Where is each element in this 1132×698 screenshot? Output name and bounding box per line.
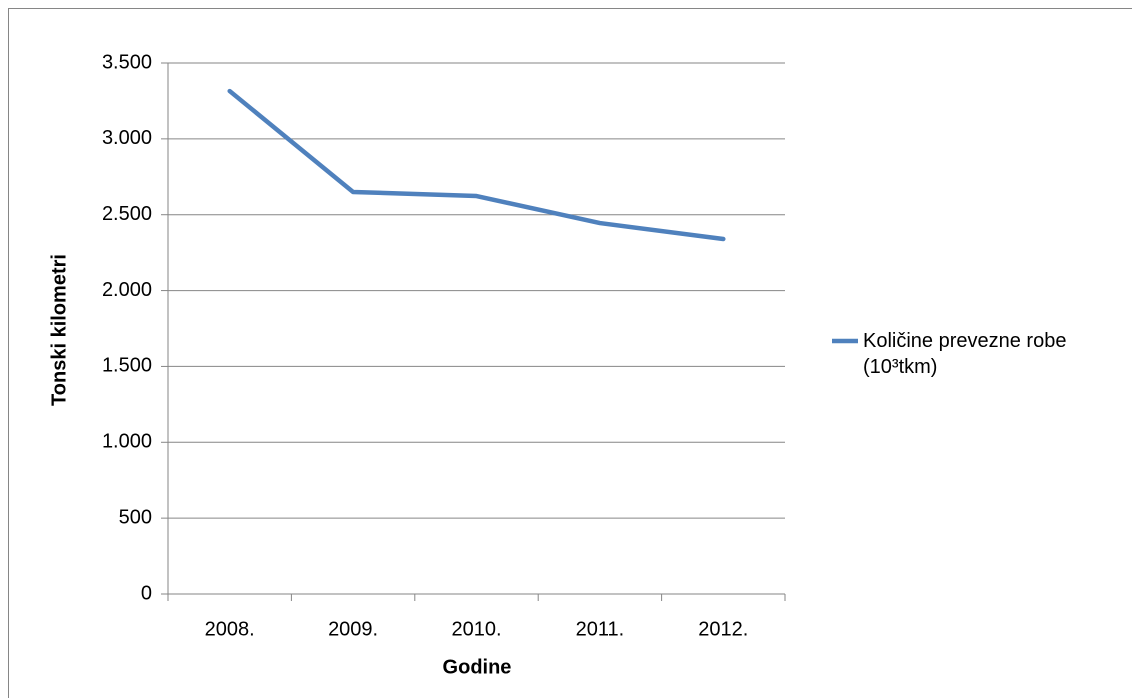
y-tick-label: 2.000 (102, 279, 152, 301)
y-tick-label: 3.500 (102, 51, 152, 73)
x-tick-label: 2010. (451, 618, 501, 640)
line-series (227, 88, 726, 242)
y-tick-label: 1.500 (102, 355, 152, 377)
x-tick-label: 2012. (698, 618, 748, 640)
x-axis-title: Godine (443, 656, 512, 678)
y-axis-title: Tonski kilometri (48, 254, 70, 406)
y-tick-label: 0 (141, 582, 152, 604)
x-tick-label: 2011. (576, 618, 625, 640)
legend-label: Količine prevezne robe (10³tkm) (863, 330, 1067, 378)
chart-border (8, 8, 1132, 698)
y-tick-label: 3.000 (102, 127, 152, 149)
x-tick-label: 2009. (328, 618, 378, 640)
y-tick-label: 500 (119, 506, 152, 528)
y-tick-label: 2.500 (102, 203, 152, 225)
x-tick-label: 2008. (205, 618, 255, 640)
y-tick-label: 1.000 (102, 431, 152, 453)
